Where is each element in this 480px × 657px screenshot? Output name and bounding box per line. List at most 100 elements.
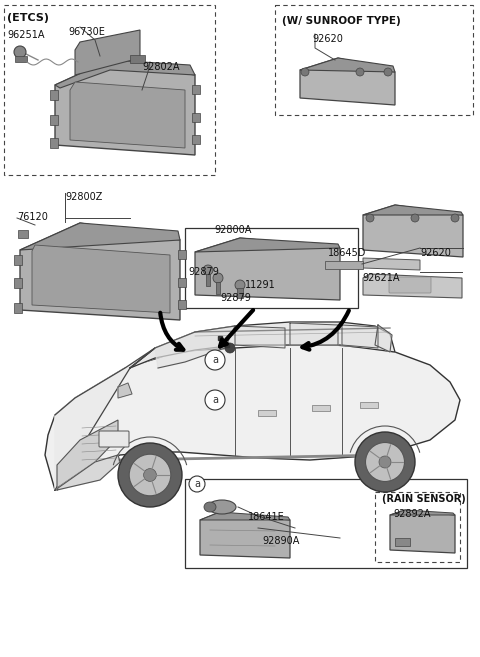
Polygon shape — [342, 325, 378, 348]
Polygon shape — [57, 455, 120, 490]
Text: a: a — [212, 395, 218, 405]
Bar — [375, 492, 460, 562]
Circle shape — [411, 214, 419, 222]
Text: 92879: 92879 — [220, 293, 251, 303]
Polygon shape — [290, 323, 338, 345]
Bar — [275, 5, 473, 115]
Polygon shape — [55, 60, 195, 88]
Bar — [14, 303, 22, 313]
Text: 18641E: 18641E — [248, 512, 285, 522]
Circle shape — [379, 456, 391, 468]
Bar — [192, 85, 200, 94]
Text: 96251A: 96251A — [7, 30, 45, 40]
Bar — [237, 288, 243, 298]
Circle shape — [205, 390, 225, 410]
Polygon shape — [300, 58, 395, 72]
Text: (RAIN SENSOR): (RAIN SENSOR) — [382, 494, 466, 504]
Polygon shape — [45, 345, 460, 490]
Text: a: a — [194, 479, 200, 489]
Text: 92620: 92620 — [420, 248, 451, 258]
Bar — [216, 282, 220, 294]
Ellipse shape — [208, 500, 236, 514]
Bar — [360, 402, 378, 408]
Text: 96730E: 96730E — [68, 27, 105, 37]
Bar — [192, 135, 200, 144]
Bar — [130, 55, 145, 63]
Bar — [14, 278, 22, 288]
Circle shape — [189, 476, 205, 492]
Bar — [325, 261, 363, 269]
Text: 92800A: 92800A — [214, 225, 252, 235]
Circle shape — [225, 343, 235, 353]
Circle shape — [203, 265, 213, 275]
Text: 92890A: 92890A — [262, 536, 300, 546]
Polygon shape — [363, 274, 462, 298]
Bar — [14, 255, 22, 265]
Bar — [185, 228, 358, 308]
Polygon shape — [70, 82, 185, 148]
Polygon shape — [235, 326, 285, 348]
Polygon shape — [363, 258, 420, 270]
Text: (W/ SUNROOF TYPE): (W/ SUNROOF TYPE) — [282, 16, 401, 26]
Polygon shape — [195, 238, 340, 252]
Bar — [395, 538, 410, 546]
Bar — [18, 230, 28, 238]
Circle shape — [355, 432, 415, 492]
Text: 76120: 76120 — [17, 212, 48, 222]
Ellipse shape — [204, 502, 216, 512]
Polygon shape — [300, 58, 395, 105]
Bar — [258, 410, 276, 416]
Polygon shape — [200, 512, 290, 520]
Circle shape — [205, 350, 225, 370]
Bar — [206, 274, 210, 286]
Circle shape — [356, 68, 364, 76]
Text: 11291: 11291 — [245, 280, 276, 290]
Bar — [178, 278, 186, 287]
Polygon shape — [75, 30, 140, 75]
Bar — [178, 300, 186, 309]
Bar — [185, 479, 467, 568]
Text: a: a — [212, 355, 218, 365]
Text: 18645D: 18645D — [328, 248, 366, 258]
Polygon shape — [32, 245, 170, 313]
Circle shape — [144, 468, 156, 482]
Bar — [50, 90, 58, 100]
Polygon shape — [375, 325, 392, 352]
Text: 92802A: 92802A — [142, 62, 180, 72]
Circle shape — [213, 273, 223, 283]
Bar — [15, 56, 27, 62]
Polygon shape — [390, 510, 455, 515]
Polygon shape — [195, 238, 340, 300]
Text: 92621A: 92621A — [362, 273, 399, 283]
Polygon shape — [155, 326, 235, 368]
Bar — [192, 113, 200, 122]
Circle shape — [365, 443, 405, 482]
Polygon shape — [363, 205, 463, 215]
Circle shape — [301, 68, 309, 76]
Bar — [178, 250, 186, 259]
Text: 92892A: 92892A — [393, 509, 431, 519]
FancyBboxPatch shape — [99, 431, 129, 447]
Bar — [50, 115, 58, 125]
Polygon shape — [118, 383, 132, 398]
Polygon shape — [130, 322, 395, 368]
Text: 92620: 92620 — [312, 34, 343, 44]
Polygon shape — [200, 512, 290, 558]
Polygon shape — [20, 223, 180, 250]
Polygon shape — [57, 420, 118, 488]
Circle shape — [384, 68, 392, 76]
Circle shape — [129, 454, 171, 496]
Polygon shape — [363, 205, 463, 257]
Circle shape — [235, 280, 245, 290]
Circle shape — [118, 443, 182, 507]
Circle shape — [14, 46, 26, 58]
FancyBboxPatch shape — [389, 277, 431, 293]
Text: (ETCS): (ETCS) — [7, 13, 49, 23]
Text: 92800Z: 92800Z — [65, 192, 102, 202]
Circle shape — [366, 214, 374, 222]
Polygon shape — [55, 60, 195, 155]
Bar — [50, 138, 58, 148]
Circle shape — [451, 214, 459, 222]
Polygon shape — [55, 348, 155, 490]
Text: 92879: 92879 — [188, 267, 219, 277]
